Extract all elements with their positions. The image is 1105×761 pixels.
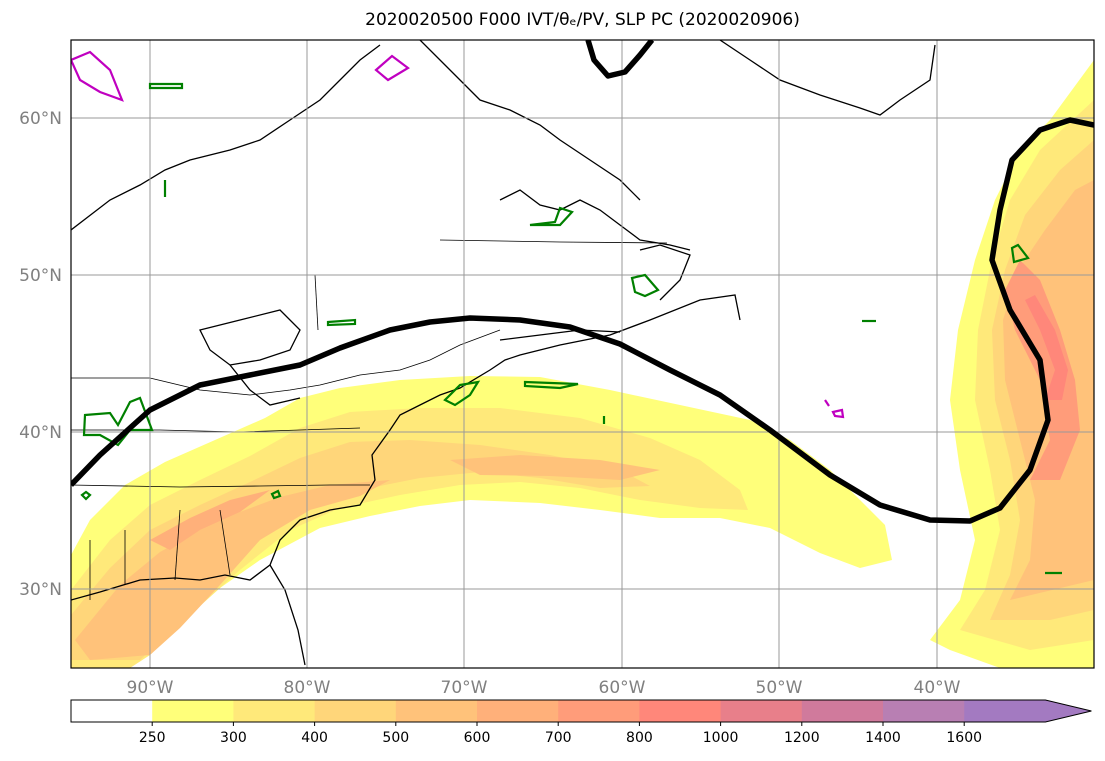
- slp-pc-contour: [71, 40, 1094, 524]
- colorbar-swatch: [477, 700, 559, 722]
- lat-tick-label: 40°N: [19, 423, 62, 443]
- colorbar-label: 600: [464, 730, 491, 746]
- colorbar-label: 400: [301, 730, 328, 746]
- ivt-band-600: [150, 490, 270, 550]
- colorbar-label: 1600: [946, 730, 982, 746]
- colorbar-swatch: [558, 700, 640, 722]
- lon-tick-label: 50°W: [756, 678, 803, 698]
- colorbar-swatch: [395, 700, 478, 722]
- colorbar-swatch: [720, 700, 803, 722]
- colorbar-label: 1200: [784, 730, 820, 746]
- colorbar-label: 1000: [703, 730, 739, 746]
- colorbar-label: 500: [382, 730, 409, 746]
- colorbar-labels: 250 300 400 500 600 700 800 1000 1200 1400 1600: [139, 722, 982, 746]
- ivt-band-800-east: [1025, 295, 1068, 400]
- colorbar-label: 1400: [865, 730, 901, 746]
- coastlines: [71, 40, 936, 666]
- colorbar-label: 800: [626, 730, 653, 746]
- lon-tick-label: 90°W: [127, 678, 174, 698]
- map-title: 2020020500 F000 IVT/θₑ/PV, SLP PC (20200…: [365, 10, 800, 30]
- colorbar-outline: [70, 699, 1092, 723]
- map-grid: [71, 40, 1094, 668]
- lon-tick-label: 80°W: [284, 678, 331, 698]
- political-borders: [71, 239, 668, 600]
- colorbar-swatch: [883, 700, 965, 722]
- ivt-band-500b: [450, 455, 660, 480]
- colorbar-label: 300: [220, 730, 247, 746]
- colorbar-swatch: [639, 700, 722, 722]
- colorbar-swatch: [964, 700, 1092, 722]
- latitude-tick-labels: 30°N 40°N 50°N 60°N: [19, 109, 62, 600]
- colorbar-swatch: [801, 700, 884, 722]
- lon-tick-label: 70°W: [441, 678, 488, 698]
- lon-tick-label: 60°W: [599, 678, 646, 698]
- colorbar-swatch: [71, 700, 153, 722]
- pv-contours: [71, 50, 845, 419]
- map-frame: [70, 39, 1095, 669]
- lat-tick-label: 30°N: [19, 580, 62, 600]
- lat-tick-label: 50°N: [19, 266, 62, 286]
- colorbar-swatch: [233, 700, 316, 722]
- theta-e-contours: [80, 82, 1062, 575]
- lat-tick-label: 60°N: [19, 109, 62, 129]
- lon-tick-label: 40°W: [914, 678, 961, 698]
- colorbar-label: 250: [139, 730, 166, 746]
- ivt-band-500: [75, 480, 390, 660]
- colorbar: 250 300 400 500 600 700 800 1000 1200 1400 1600: [70, 699, 1092, 746]
- colorbar-swatch: [314, 700, 397, 722]
- longitude-tick-labels: 90°W 80°W 70°W 60°W 50°W 40°W: [127, 678, 961, 698]
- colorbar-label: 700: [545, 730, 572, 746]
- colorbar-swatch: [152, 700, 234, 722]
- colorbar-swatches: [71, 700, 1092, 722]
